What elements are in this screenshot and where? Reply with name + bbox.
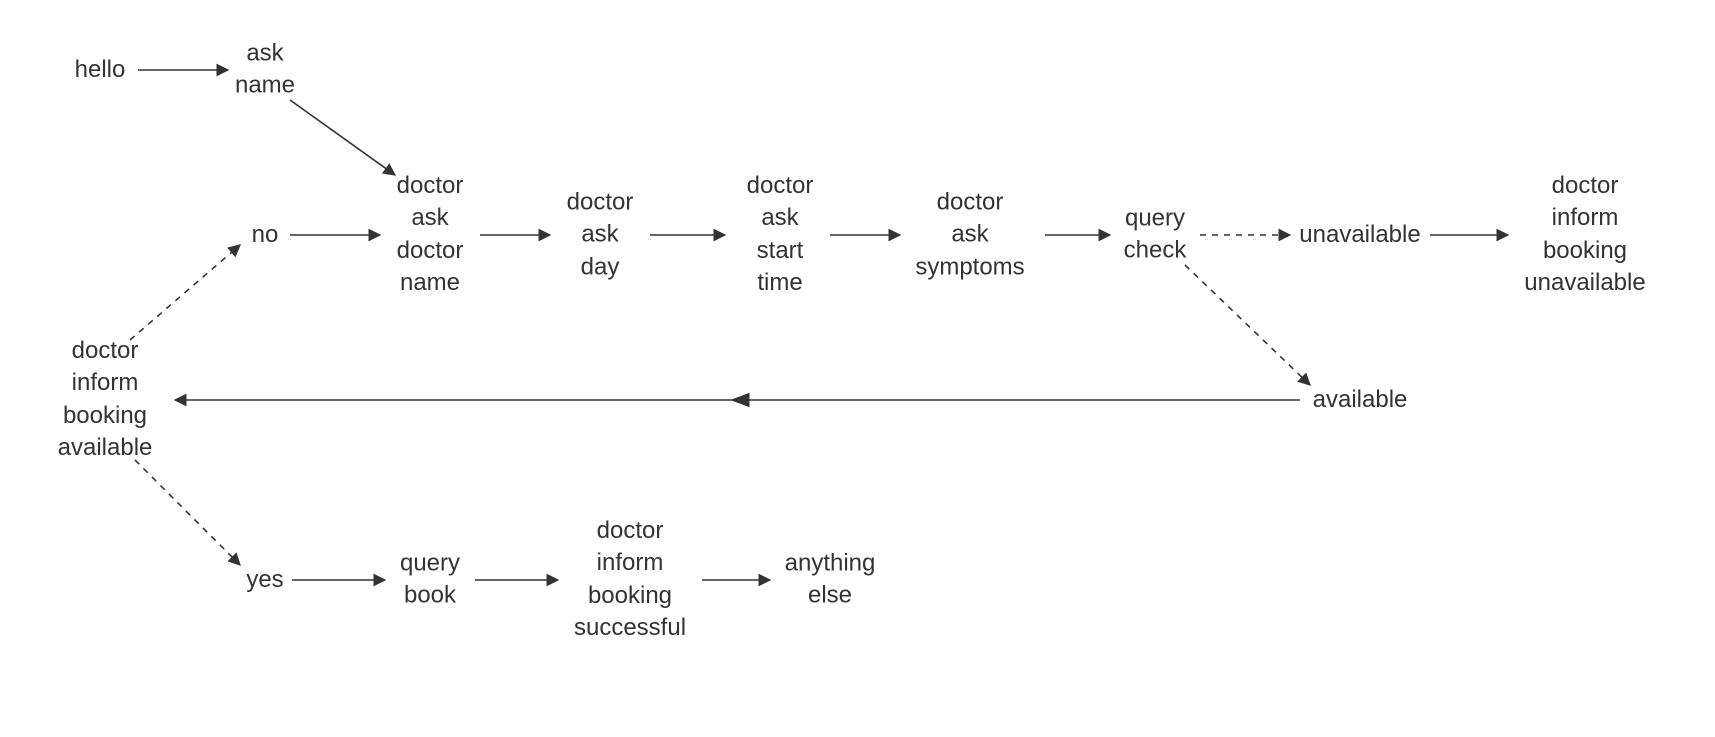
node-doctor_ask_day: doctor ask day (567, 186, 634, 283)
node-doctor_ask_start: doctor ask start time (747, 170, 814, 300)
edge-ask_name-doctor_ask_doctor (290, 100, 395, 175)
node-doctor_inform_unavail: doctor inform booking unavailable (1524, 170, 1645, 300)
node-available: available (1313, 384, 1408, 416)
edge-mid-arrow (730, 393, 749, 407)
node-doctor_inform_avail: doctor inform booking available (58, 335, 153, 465)
node-hello: hello (75, 54, 126, 86)
node-anything_else: anything else (785, 548, 876, 613)
edge-query_check-available (1185, 265, 1310, 385)
edge-doctor_inform_avail-no (130, 245, 240, 340)
node-query_check: query check (1124, 203, 1187, 268)
node-doctor_ask_symptoms: doctor ask symptoms (915, 186, 1024, 283)
node-unavailable: unavailable (1299, 219, 1420, 251)
flowchart-canvas: hello ask name no doctor ask doctor name doc… (0, 0, 1715, 737)
node-doctor_inform_success: doctor inform booking successful (574, 515, 686, 645)
node-ask_name: ask name (235, 38, 295, 103)
node-query_book: query book (400, 548, 460, 613)
edge-doctor_inform_avail-yes (135, 460, 240, 565)
node-no: no (252, 219, 279, 251)
node-doctor_ask_doctor: doctor ask doctor name (397, 170, 464, 300)
node-yes: yes (246, 564, 283, 596)
edges-layer (0, 0, 1715, 737)
